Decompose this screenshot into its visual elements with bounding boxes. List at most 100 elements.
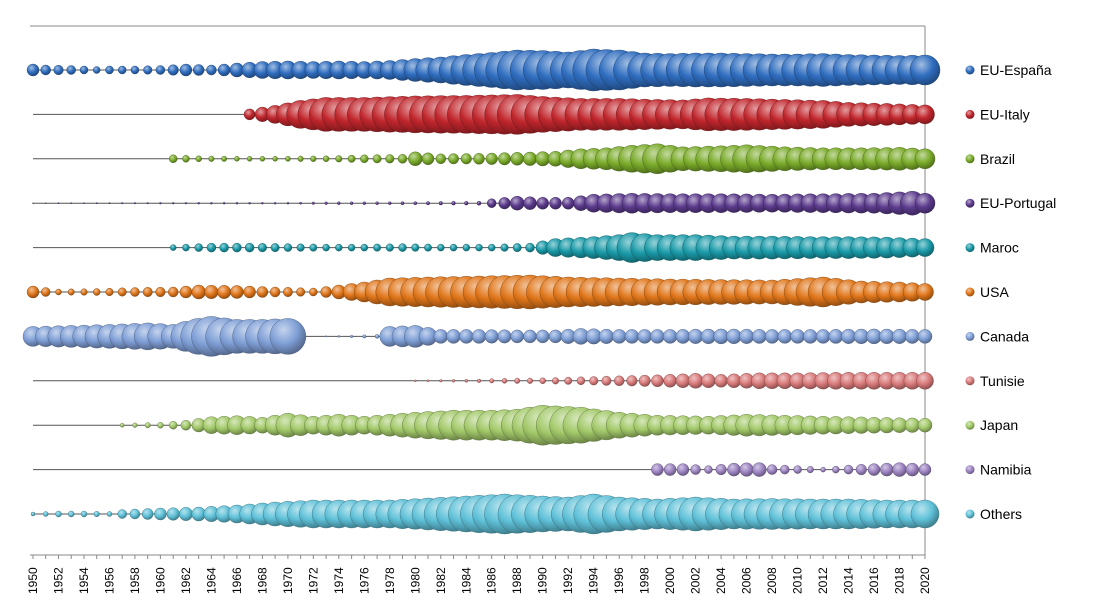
bubble-point xyxy=(105,288,114,297)
bubble-point xyxy=(426,201,430,206)
bubble-point xyxy=(55,288,62,296)
bubble-point xyxy=(217,285,232,299)
bubble-point xyxy=(497,329,512,344)
series-row xyxy=(33,143,936,175)
bubble-point xyxy=(320,286,332,298)
bubble-point xyxy=(614,375,625,386)
bubble-point xyxy=(312,335,314,337)
bubble-point xyxy=(676,463,690,476)
bubble-point xyxy=(180,420,192,431)
bubble-point xyxy=(235,201,239,205)
bubble-point xyxy=(26,285,40,299)
bubble-point xyxy=(905,329,920,344)
bubble-point xyxy=(523,329,537,344)
bubble-point xyxy=(476,200,482,206)
bubble-point xyxy=(26,63,40,77)
bubble-point xyxy=(662,329,678,344)
x-tick-label: 1960 xyxy=(153,567,167,594)
legend-label: Japan xyxy=(980,417,1018,433)
bubble-point xyxy=(790,329,805,344)
legend-label: Tunisie xyxy=(980,373,1025,389)
bubble-point xyxy=(108,202,111,205)
legend: EU-España EU-Italy Brazil EU-Portugal Maroc U… xyxy=(965,62,1056,522)
x-tick-label: 1966 xyxy=(230,567,244,594)
bubble-point xyxy=(459,329,474,344)
bubble-point xyxy=(510,152,524,166)
series-row xyxy=(33,94,935,135)
bubble-point xyxy=(867,463,881,476)
bubble-point xyxy=(917,418,933,433)
bubble-point xyxy=(855,464,867,476)
legend-entry: Others xyxy=(965,506,1022,522)
bubble-point xyxy=(347,154,356,163)
bubble-point xyxy=(408,151,423,167)
bubble-point xyxy=(909,54,941,86)
x-tick-label: 1958 xyxy=(128,567,142,594)
bubble-point xyxy=(79,65,89,75)
bubble-point xyxy=(322,155,330,163)
bubble-point xyxy=(564,376,573,385)
bubble-point xyxy=(105,65,114,75)
bubble-point xyxy=(191,284,206,300)
bubble-point xyxy=(155,287,166,298)
bubble-point xyxy=(154,507,167,521)
bubble-point xyxy=(638,374,651,387)
bubble-point xyxy=(421,152,435,166)
bubble-point xyxy=(143,65,153,75)
bubble-point xyxy=(598,328,614,344)
x-tick-label: 2018 xyxy=(893,567,907,594)
bubble-point xyxy=(397,154,408,164)
bubble-point xyxy=(182,155,190,163)
bubble-point xyxy=(536,196,549,210)
bubble-point xyxy=(426,379,430,383)
x-tick-label: 1952 xyxy=(52,567,66,594)
bubble-point xyxy=(752,462,767,477)
bubble-point xyxy=(820,466,826,473)
bubble-point xyxy=(159,202,162,205)
bubble-point xyxy=(93,511,100,518)
bubble-point xyxy=(891,417,908,433)
bubble-point xyxy=(178,507,193,521)
bubble-point xyxy=(32,202,34,204)
bubble-point xyxy=(83,202,85,204)
bubble-point xyxy=(43,511,49,517)
bubble-point xyxy=(739,462,754,477)
bubble-point xyxy=(335,155,343,163)
bubble-point xyxy=(523,151,538,166)
series-row xyxy=(33,405,933,446)
bubble-point xyxy=(438,201,443,206)
bubble-point xyxy=(92,288,101,296)
bubble-point xyxy=(727,462,741,477)
x-tick-label: 1986 xyxy=(485,567,499,594)
legend-marker xyxy=(965,509,975,519)
bubble-point xyxy=(309,287,318,297)
bubble-point xyxy=(217,63,231,77)
bubble-point xyxy=(400,201,405,205)
bubble-point xyxy=(335,243,343,252)
bubble-point xyxy=(915,238,935,257)
bubble-point xyxy=(916,372,934,390)
bubble-point xyxy=(375,201,379,205)
x-tick-label: 1988 xyxy=(510,567,524,594)
legend-marker xyxy=(965,465,975,475)
legend-entry: EU-Italy xyxy=(965,106,1030,122)
bubble-point xyxy=(714,374,728,388)
bubble-point xyxy=(130,287,140,297)
bubble-point xyxy=(168,421,178,430)
bubble-point xyxy=(675,373,691,388)
bubble-point xyxy=(510,195,525,211)
legend-entry: Namibia xyxy=(965,462,1032,478)
legend-label: Others xyxy=(980,506,1022,522)
bubble-point xyxy=(296,287,306,297)
bubble-point xyxy=(549,196,562,210)
bubble-point xyxy=(385,243,394,252)
bubble-point xyxy=(243,108,256,121)
bubble-point xyxy=(70,202,72,204)
legend-label: EU-España xyxy=(980,62,1052,78)
x-tick-label: 2004 xyxy=(714,567,728,594)
bubble-point xyxy=(918,463,932,476)
bubble-point xyxy=(462,243,470,252)
bubble-point xyxy=(726,328,742,345)
bubble-point xyxy=(119,423,125,428)
bubble-point xyxy=(80,510,88,518)
